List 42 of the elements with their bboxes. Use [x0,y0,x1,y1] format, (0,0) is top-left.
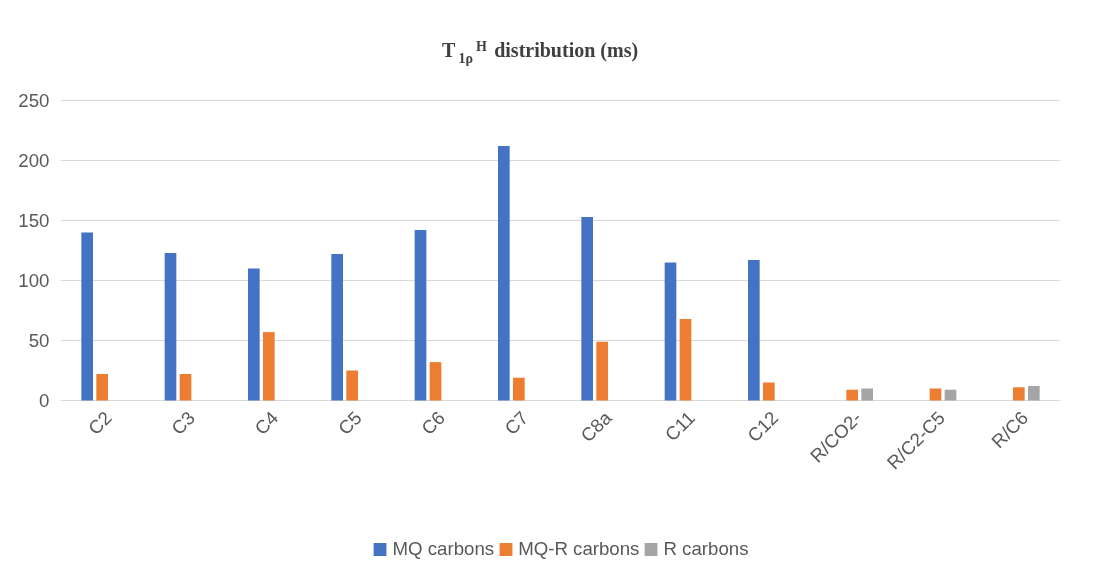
y-tick-label: 250 [18,90,50,111]
y-tick-label: 0 [39,390,50,411]
x-tick-label: C12 [743,407,783,447]
x-tick-label: C6 [417,407,449,439]
bar [346,370,358,401]
bar [846,389,858,401]
bar [96,374,108,401]
legend-label: MQ-R carbons [518,538,640,560]
x-tick-label: C5 [333,407,366,439]
bar [81,232,93,401]
bar [596,341,608,401]
legend-label: MQ carbons [392,538,495,560]
bar [248,268,260,401]
x-tick-label: C11 [660,407,699,446]
y-tick-label: 200 [18,150,50,171]
legend-label: R carbons [663,538,749,560]
bar [861,388,873,401]
x-tick-label: C3 [167,407,199,439]
bar [679,318,692,401]
bar [263,332,275,401]
bar [414,230,427,401]
bar [164,252,177,401]
bar [944,389,957,401]
x-tick-label: C4 [250,407,283,439]
bar [664,262,677,401]
bar [331,254,343,401]
bar [1028,386,1040,401]
y-tick-label: 150 [18,210,50,231]
bar [513,377,525,401]
bar [1013,387,1025,401]
x-tick-label: C7 [500,407,533,439]
y-tick-label: 50 [28,330,50,351]
bar [179,374,192,401]
bar [763,382,775,401]
bar [581,216,593,401]
x-tick-label: C2 [83,407,116,439]
y-tick-label: 100 [18,270,50,291]
bar [429,362,442,401]
bar [929,388,942,401]
bar [748,260,760,401]
bar [498,146,510,401]
x-tick-label: C8a [576,406,617,447]
